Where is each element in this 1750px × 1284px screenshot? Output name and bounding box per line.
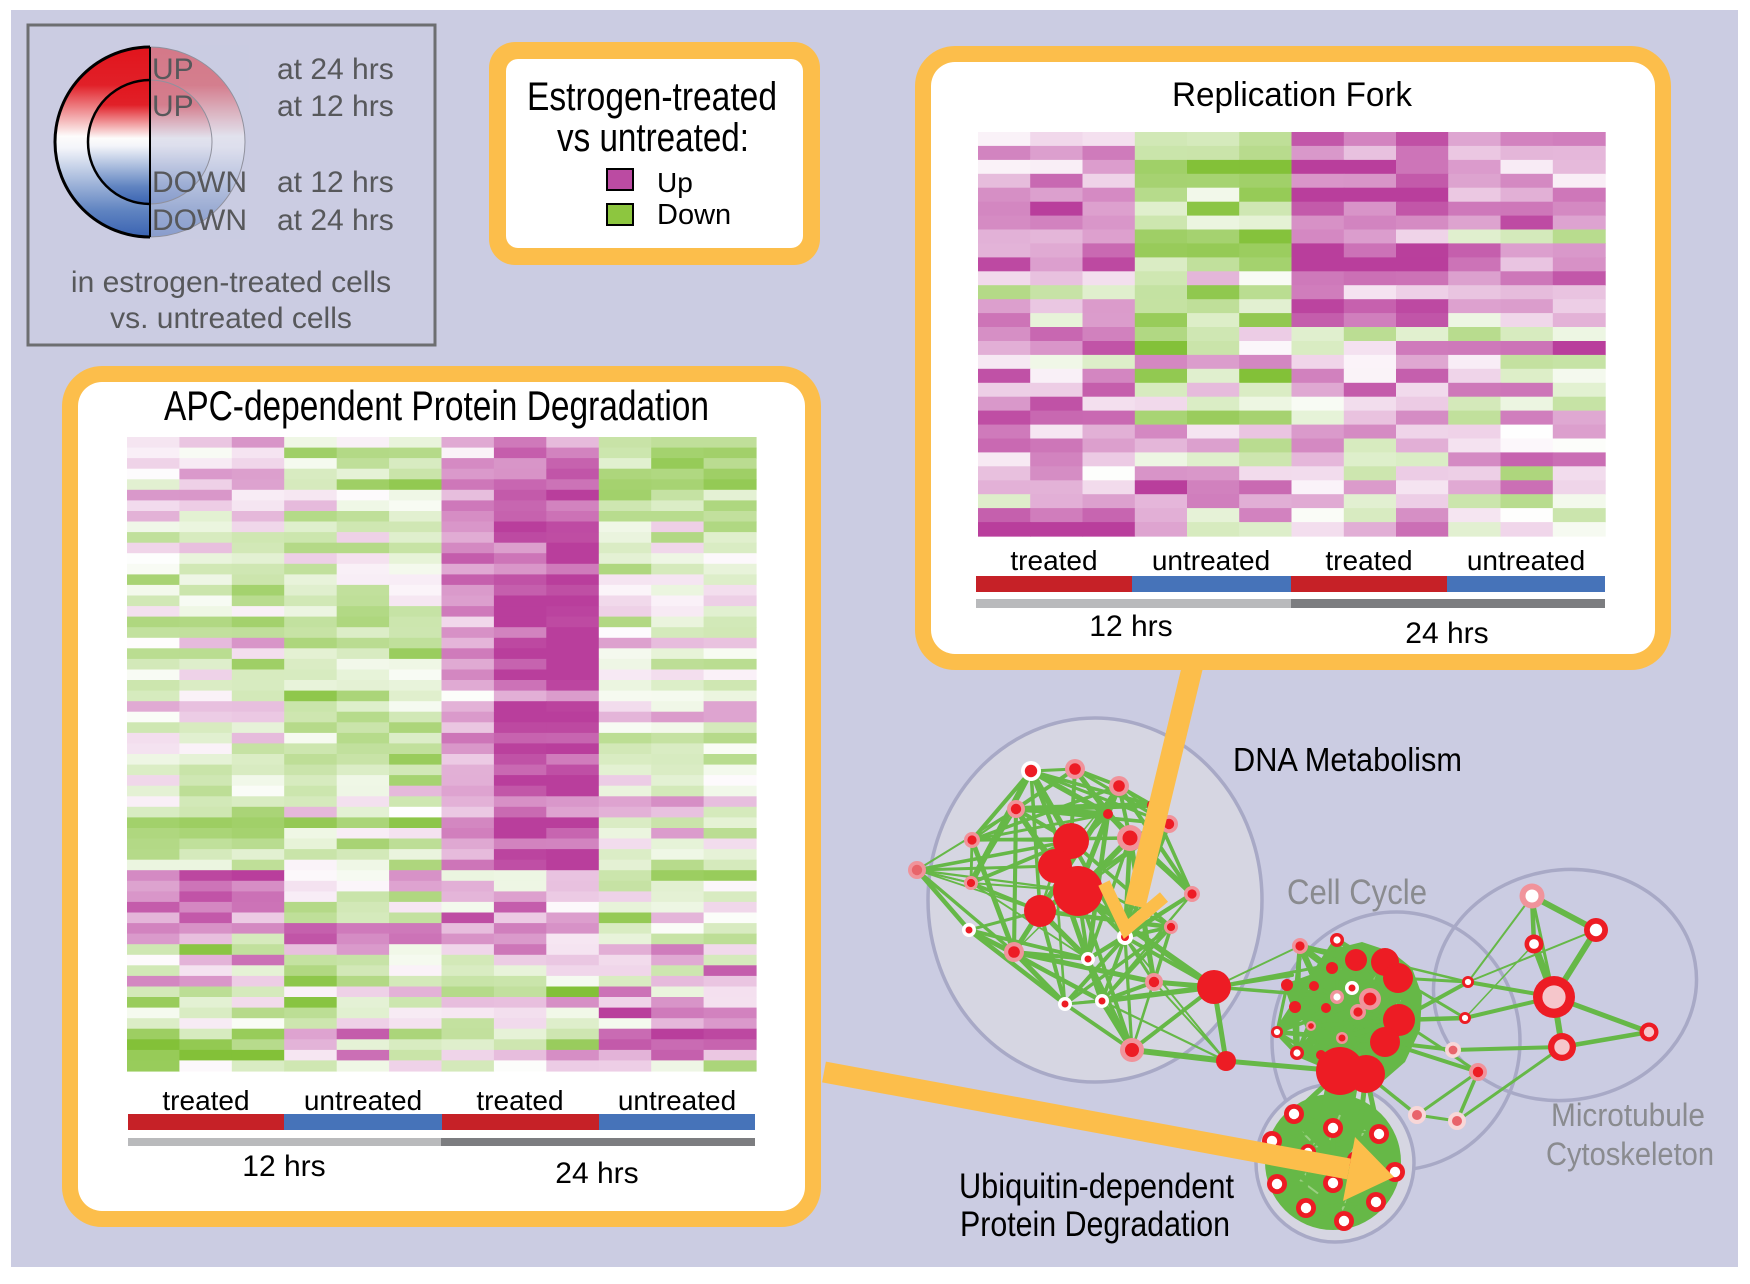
svg-text:untreated: untreated — [304, 1085, 422, 1116]
svg-text:treated: treated — [162, 1085, 249, 1116]
svg-text:24 hrs: 24 hrs — [1405, 617, 1488, 650]
svg-text:vs. untreated cells: vs. untreated cells — [110, 302, 352, 335]
svg-text:treated: treated — [1010, 545, 1097, 576]
svg-text:in estrogen-treated cells: in estrogen-treated cells — [71, 266, 391, 299]
svg-text:Down: Down — [657, 199, 731, 231]
svg-text:at 24 hrs: at 24 hrs — [277, 53, 394, 86]
svg-text:12 hrs: 12 hrs — [1089, 610, 1172, 643]
svg-text:untreated: untreated — [1467, 545, 1585, 576]
svg-text:at 12 hrs: at 12 hrs — [277, 90, 394, 123]
svg-text:24 hrs: 24 hrs — [555, 1157, 638, 1190]
svg-text:DNA Metabolism: DNA Metabolism — [1233, 741, 1462, 778]
svg-text:UP: UP — [152, 53, 194, 86]
svg-text:DOWN: DOWN — [152, 204, 247, 237]
svg-text:APC-dependent Protein Degradat: APC-dependent Protein Degradation — [164, 382, 709, 429]
svg-text:untreated: untreated — [618, 1085, 736, 1116]
svg-text:Up: Up — [657, 167, 693, 198]
svg-text:Cell Cycle: Cell Cycle — [1287, 873, 1427, 912]
svg-text:Estrogen-treated: Estrogen-treated — [527, 75, 777, 119]
svg-text:12 hrs: 12 hrs — [242, 1150, 325, 1183]
svg-text:vs untreated:: vs untreated: — [557, 116, 749, 160]
svg-text:at 24 hrs: at 24 hrs — [277, 204, 394, 237]
svg-text:treated: treated — [1325, 545, 1412, 576]
svg-text:Replication Fork: Replication Fork — [1172, 76, 1413, 114]
svg-text:UP: UP — [152, 90, 194, 123]
svg-text:treated: treated — [476, 1085, 563, 1116]
svg-text:Ubiquitin-dependent: Ubiquitin-dependent — [959, 1167, 1234, 1206]
svg-text:at 12 hrs: at 12 hrs — [277, 166, 394, 199]
svg-text:Cytoskeleton: Cytoskeleton — [1546, 1136, 1714, 1172]
svg-text:untreated: untreated — [1152, 545, 1270, 576]
svg-text:Microtubule: Microtubule — [1551, 1097, 1705, 1133]
svg-text:Protein Degradation: Protein Degradation — [960, 1205, 1230, 1244]
svg-text:DOWN: DOWN — [152, 166, 247, 199]
